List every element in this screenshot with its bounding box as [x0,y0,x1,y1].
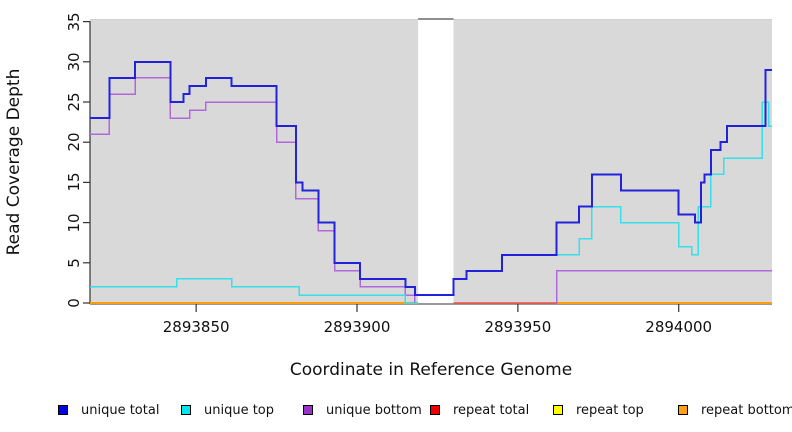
y-tick-label: 10 [65,213,83,233]
legend-item-repeat-top: repeat top [553,402,644,418]
legend-swatch [181,405,191,415]
legend-swatch [553,405,563,415]
series-unique-total [90,60,772,296]
x-axis-title: Coordinate in Reference Genome [289,360,573,380]
series-unique-bottom [90,77,419,304]
legend-item-unique-top: unique top [181,402,274,418]
legend-item-unique-total: unique total [58,402,159,418]
legend-item-repeat-bottom: repeat bottom [678,402,792,418]
y-tick-label: 0 [65,298,83,308]
legend-label: repeat total [453,402,530,418]
y-axis-title: Read Coverage Depth [4,68,24,256]
legend-label: unique top [204,402,275,418]
y-tick-label: 30 [65,52,83,72]
y-tick-label: 15 [65,172,83,192]
y-tick-label: 35 [65,12,83,32]
y-tick-label: 25 [65,92,83,112]
legend-swatch [303,405,313,415]
y-tick-label: 20 [65,132,83,152]
x-tick-label: 2893950 [484,318,552,336]
x-tick-label: 2893850 [162,318,230,336]
legend-label: repeat top [576,402,644,418]
legend-label: unique total [81,402,160,418]
legend-item-unique-bottom: unique bottom [303,402,422,418]
x-tick-label: 2893900 [323,318,391,336]
x-tick-label: 2894000 [645,318,713,336]
legend-label: unique bottom [326,402,422,418]
legend-label: repeat bottom [701,402,792,418]
legend-swatch [678,405,688,415]
series-unique-top [90,278,419,304]
legend-swatch [58,405,68,415]
legend-item-repeat-total: repeat total [430,402,529,418]
y-tick-label: 5 [65,258,83,268]
no-data-gap [418,20,454,304]
legend-swatch [430,405,440,415]
